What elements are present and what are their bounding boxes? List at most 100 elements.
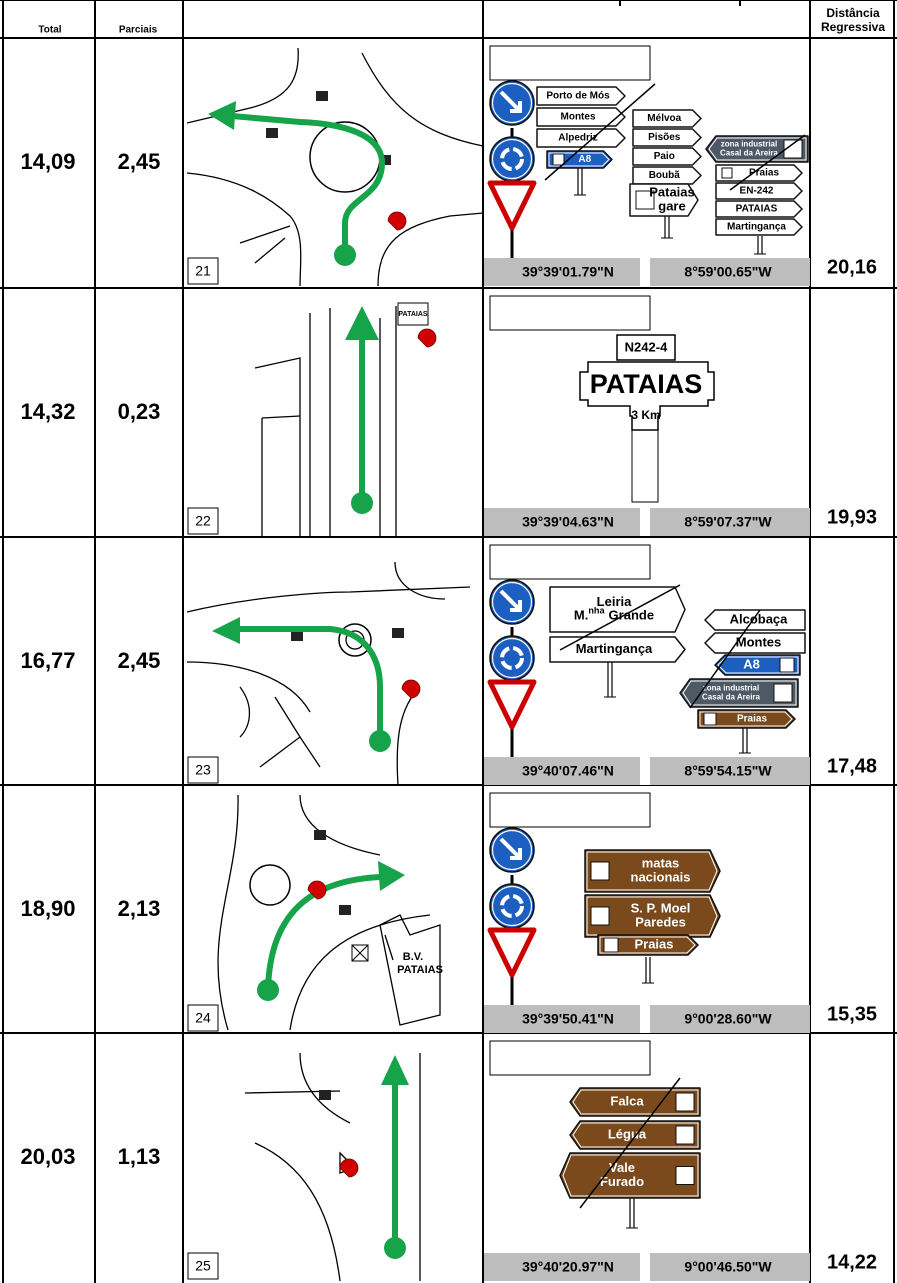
- partial-distance: 0,23: [118, 399, 161, 424]
- regressive-distance: 15,35: [827, 1003, 877, 1025]
- sign-superscript: nha: [588, 606, 605, 616]
- number-box: [187, 507, 219, 535]
- blank-box: [489, 295, 651, 331]
- blank-box: [489, 1040, 651, 1076]
- coordinate-gap: [640, 1005, 650, 1033]
- road-number-sign: [616, 334, 676, 361]
- roundabout: [249, 864, 291, 906]
- latitude: 39°40'20.97"N: [522, 1259, 614, 1275]
- strike-line: [579, 1077, 681, 1209]
- longitude: 8°59'07.37"W: [684, 514, 772, 530]
- sign-text: N242-4: [625, 339, 668, 354]
- mandatory-sign-ring: [491, 82, 533, 124]
- sign-square: [675, 1125, 695, 1145]
- total-distance: 18,90: [20, 896, 75, 921]
- strike-line: [544, 83, 656, 181]
- mandatory-sign-ring: [491, 581, 533, 623]
- sign-square: [552, 153, 565, 166]
- sign-arrow: [499, 837, 522, 860]
- route-line: [265, 874, 381, 991]
- sign-border: [572, 1122, 699, 1148]
- regressive-distance: 19,93: [827, 506, 877, 528]
- sign-text: Paio: [654, 151, 675, 162]
- route-line: [231, 113, 386, 255]
- total-distance: 14,09: [20, 149, 75, 174]
- direction-sign: [715, 164, 803, 182]
- direction-sign: [704, 609, 806, 631]
- sign-text: Pisões: [648, 132, 681, 143]
- partial-distance: 2,13: [118, 896, 161, 921]
- building-icon: [351, 944, 369, 962]
- direction-sign: [569, 1120, 701, 1150]
- traffic-sign-icon: [339, 905, 351, 915]
- sign-text: S. P. Moel: [631, 900, 691, 915]
- direction-sign: [714, 654, 801, 676]
- sign-arrow: [500, 147, 524, 171]
- sign-border: [708, 137, 807, 161]
- route-step: 14,09 2,45 21 Porto de Mós Montes Alpedriz A8 M…: [20, 45, 877, 287]
- sign-text: Porto de Mós: [546, 91, 610, 102]
- direction-sign: [536, 86, 626, 106]
- road-edge: [289, 914, 431, 1031]
- town-sign: [579, 361, 715, 431]
- direction-sign: [597, 934, 699, 956]
- road-edge: [217, 794, 239, 1031]
- total-distance: 14,32: [20, 399, 75, 424]
- route-start: [384, 1237, 406, 1259]
- strike-line: [559, 584, 681, 651]
- sign-square: [590, 861, 610, 881]
- number-box: [187, 1004, 219, 1032]
- road-edge: [254, 1142, 341, 1282]
- blank-box: [489, 544, 651, 580]
- marker-pin: [417, 328, 437, 348]
- sign-text: Boubã: [649, 170, 681, 181]
- route-start: [351, 492, 373, 514]
- sign-text: Pataias: [649, 184, 695, 199]
- direction-sign: [632, 147, 702, 166]
- mandatory-sign: [489, 883, 535, 929]
- sign-text: zona industrial: [703, 684, 759, 693]
- direction-sign: [549, 586, 686, 633]
- direction-sign: [584, 849, 721, 893]
- sign-arrow: [500, 646, 524, 670]
- strike-line: [689, 609, 761, 709]
- number-box: [187, 257, 219, 285]
- road-edge: [186, 172, 302, 287]
- sign-text: Légua: [608, 1126, 647, 1141]
- traffic-sign-icon: [392, 628, 404, 638]
- sign-text: nacionais: [631, 869, 691, 884]
- traffic-sign-icon: [291, 631, 303, 641]
- coordinate-gap: [640, 757, 650, 785]
- mandatory-sign-ring: [491, 637, 533, 679]
- sign-border: [699, 711, 793, 727]
- mandatory-sign: [489, 635, 535, 681]
- sign-square: [721, 167, 733, 179]
- direction-sign: [559, 1152, 701, 1199]
- road-edge: [254, 237, 286, 264]
- sign-text: EN-242: [740, 186, 774, 197]
- coordinate-gap: [640, 508, 650, 536]
- sign-border: [586, 896, 718, 936]
- sign-text: Vale: [609, 1160, 635, 1175]
- route-arrow: [378, 861, 405, 891]
- partial-distance: 1,13: [118, 1144, 161, 1169]
- sign-square: [703, 712, 717, 726]
- sign-text: A8: [578, 154, 591, 165]
- road-edge: [239, 225, 291, 244]
- sign-square: [779, 657, 795, 673]
- direction-sign: [704, 632, 806, 654]
- direction-sign: [536, 107, 626, 127]
- coordinate-gap: [640, 258, 650, 286]
- mandatory-sign-ring: [491, 138, 533, 180]
- regressive-distance: 20,16: [827, 256, 877, 278]
- sign-arrow: [499, 589, 522, 612]
- sign-text: Leiria: [597, 594, 632, 609]
- latitude: 39°39'01.79"N: [522, 264, 614, 280]
- blank-box: [489, 45, 651, 81]
- sign-square: [783, 139, 803, 159]
- roundabout: [309, 121, 381, 193]
- partial-distance: 2,45: [118, 149, 161, 174]
- sign-text: M.: [574, 608, 588, 623]
